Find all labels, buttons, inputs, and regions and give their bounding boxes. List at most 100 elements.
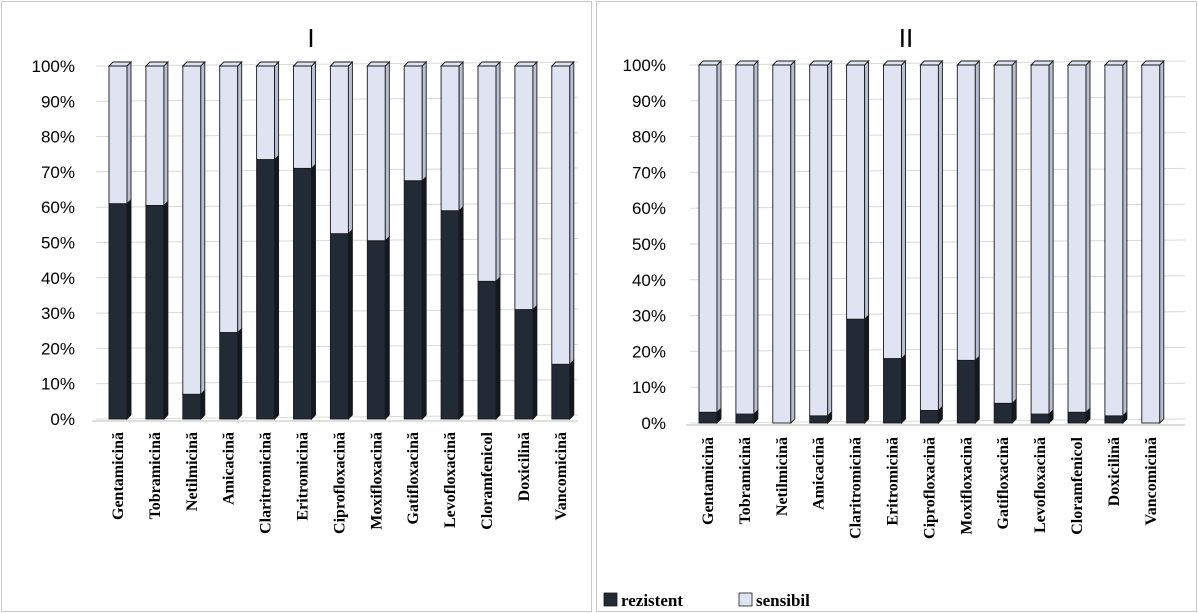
bar-segment-sensibil [145, 60, 169, 207]
x-tick-label: Netilmicină [184, 432, 201, 511]
legend-swatch-rezistent [603, 592, 618, 607]
chart-II: 0% 10% 20% 30% 40% 50% 60% 70% 80% 90% 100% Gentami… [623, 56, 1186, 539]
bar-top-face [255, 61, 280, 67]
bar-segment-rezistent [440, 205, 464, 421]
bar-top-face [845, 60, 870, 66]
legend-label-sensibil: sensibil [756, 591, 810, 610]
x-tick-label: Gatifloxacină [995, 437, 1012, 529]
y-tick-label: 20% [632, 342, 666, 361]
y-tick-label: 40% [632, 271, 666, 290]
bar-segment-sensibil [846, 59, 870, 321]
x-tick-label: Eritromicină [295, 432, 312, 521]
chart-title-I: I [307, 23, 314, 53]
bar-segment-rezistent [256, 154, 280, 421]
bar-top-face [513, 61, 538, 67]
bar-top-face [1066, 60, 1092, 66]
bar-segment-rezistent [551, 359, 575, 421]
y-tick-label: 0% [641, 414, 666, 433]
bar-segment-sensibil [772, 59, 796, 425]
bar-segment-sensibil [182, 60, 206, 396]
bar-segment-sensibil [735, 59, 759, 416]
x-tick-label: Tobramicină [147, 432, 164, 519]
y-tick-label: 100% [32, 57, 75, 76]
bar-top-face [771, 60, 796, 66]
bar-top-face [734, 60, 759, 66]
bar-top-face [697, 60, 723, 66]
y-tick-label: 10% [41, 375, 75, 394]
bar-segment-sensibil [551, 60, 575, 366]
x-tick-label: Doxicilină [516, 432, 533, 501]
bar-segment-rezistent [182, 389, 206, 421]
x-tick-label: Ciprofloxacină [921, 437, 938, 539]
y-tick-label: 90% [41, 92, 75, 111]
y-tick-label: 0% [50, 410, 75, 429]
bar-top-face [808, 60, 833, 66]
x-tick-label: Ciprofloxacină [331, 432, 348, 534]
legend-swatch-sensibil [738, 592, 753, 607]
bar-segment-sensibil [956, 59, 980, 362]
bar-top-face [956, 60, 981, 66]
bar-top-face [550, 61, 575, 67]
bar-top-face [144, 61, 169, 67]
bar-segment-rezistent [698, 407, 722, 425]
chart-title-II: II [899, 23, 913, 53]
x-tick-label: Gentamicină [110, 432, 127, 520]
bar-top-face [366, 61, 391, 67]
bar-top-face [919, 60, 944, 66]
y-tick-label: 50% [41, 234, 75, 253]
y-tick-label: 80% [632, 128, 666, 147]
bar-segment-rezistent [145, 200, 169, 421]
legend: rezistent sensibil [603, 591, 810, 610]
bar-segment-sensibil [1067, 59, 1091, 414]
x-tick-label: Cloramfenicol [1069, 436, 1086, 534]
y-tick-label: 70% [41, 163, 75, 182]
bar-top-face [329, 61, 354, 67]
bar-segment-sensibil [440, 60, 464, 212]
x-tick-label: Doxicilină [1106, 437, 1123, 506]
bar-segment-rezistent [477, 276, 501, 421]
bar-segment-sensibil [883, 59, 906, 360]
bar-segment-sensibil [366, 60, 390, 242]
bar-segment-sensibil [919, 59, 943, 412]
y-tick-label: 10% [632, 378, 666, 397]
bar-segment-sensibil [108, 60, 132, 205]
bar-segment-sensibil [809, 59, 833, 417]
bar-segment-rezistent [403, 175, 427, 421]
x-tick-label: Tobramicină [737, 437, 754, 524]
bar-top-face [107, 61, 133, 67]
y-tick-label: 60% [41, 198, 75, 217]
bar-top-face [476, 61, 502, 67]
x-tick-label: Gentamicină [700, 437, 717, 525]
bar-segment-rezistent [846, 314, 870, 425]
x-tick-label: Amicacină [221, 432, 238, 505]
bar-top-face [1030, 60, 1055, 66]
y-tick-label: 30% [632, 307, 666, 326]
bar-top-face [1103, 60, 1128, 66]
bar-segment-rezistent [883, 353, 906, 425]
bar-segment-sensibil [1030, 59, 1054, 416]
y-tick-label: 20% [41, 339, 75, 358]
y-tick-label: 60% [632, 199, 666, 218]
bar-top-face [292, 61, 317, 67]
x-tick-label: Gatifloxacină [405, 432, 422, 524]
bar-segment-rezistent [219, 327, 243, 421]
x-tick-label: Levofloxacină [442, 432, 459, 528]
chart-I: 0% 10% 20% 30% 40% 50% 60% 70% 80% 90% 100% Gentami… [32, 57, 579, 534]
bar-top-face [181, 61, 206, 67]
bar-segment-sensibil [477, 60, 501, 283]
legend-label-rezistent: rezistent [621, 591, 683, 610]
bar-top-face [218, 61, 243, 67]
bar-segment-sensibil [329, 60, 353, 235]
bar-segment-rezistent [956, 355, 980, 425]
y-tick-label: 80% [41, 128, 75, 147]
y-tick-label: 70% [632, 163, 666, 182]
bar-segment-sensibil [698, 59, 722, 414]
x-tick-label: Vancomicină [553, 432, 570, 520]
y-tick-label: 90% [632, 92, 666, 111]
bar-segment-rezistent [293, 163, 316, 421]
x-tick-label: Cloramfenicol [479, 431, 496, 529]
x-tick-label: Amicacină [811, 437, 828, 510]
bar-segment-sensibil [514, 60, 538, 311]
bar-top-face [882, 60, 907, 66]
y-tick-label: 100% [623, 56, 666, 75]
